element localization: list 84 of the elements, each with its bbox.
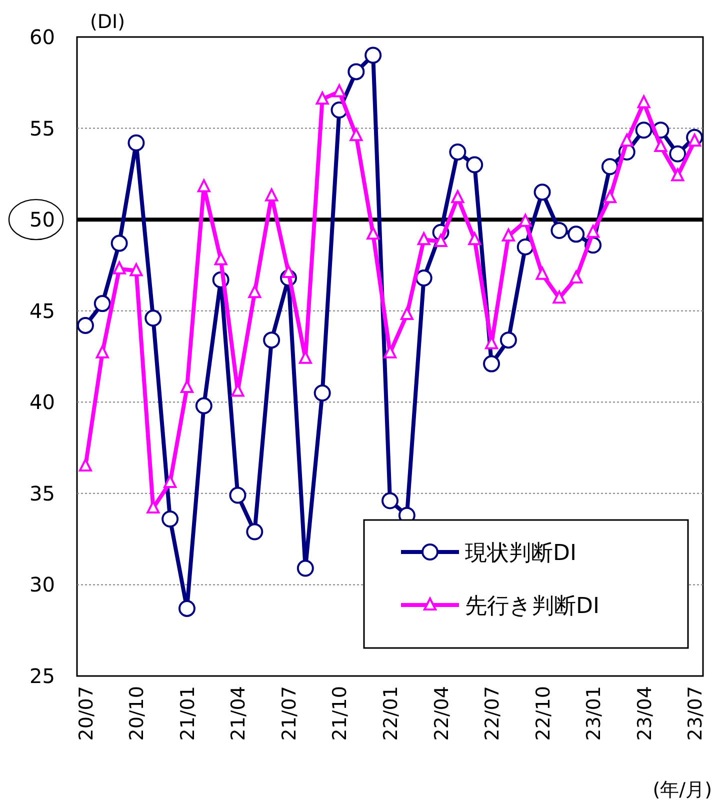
point (350, 128, 363, 142)
point (197, 179, 210, 192)
y-tick-label: 60 (30, 25, 55, 49)
x-tick-label: 20/07 (75, 686, 98, 741)
point (654, 139, 668, 152)
point (214, 252, 228, 266)
point (415, 269, 432, 286)
point (550, 222, 568, 240)
point (164, 474, 177, 488)
x-tick-label: 23/01 (583, 686, 606, 741)
point (434, 234, 448, 247)
point (382, 492, 398, 510)
y-tick-label: 55 (30, 116, 55, 140)
x-axis-title: (年/月) (652, 779, 712, 801)
point (78, 458, 92, 472)
point (130, 263, 143, 276)
point (229, 486, 246, 504)
point (195, 397, 212, 414)
point (601, 158, 618, 176)
point (248, 285, 262, 298)
x-tick-label: 22/10 (532, 686, 554, 741)
point (314, 384, 331, 402)
point (162, 510, 179, 528)
point (518, 214, 532, 227)
point (449, 144, 466, 161)
point (246, 523, 264, 540)
x-tick-label: 23/04 (634, 686, 656, 741)
point (466, 156, 484, 174)
point (348, 63, 365, 80)
point (110, 234, 128, 252)
point (180, 380, 194, 394)
point (316, 92, 329, 105)
point (468, 232, 482, 246)
y-tick-label: 25 (30, 664, 55, 688)
x-tick-label: 21/01 (176, 686, 199, 741)
y-tick-label: 30 (30, 572, 55, 597)
point (178, 600, 196, 617)
point (112, 261, 126, 274)
point (516, 238, 534, 256)
point (332, 84, 346, 98)
point (400, 307, 414, 320)
x-tick-label: 21/04 (228, 686, 250, 741)
point (76, 316, 94, 334)
point (94, 295, 111, 312)
x-tick-label: 22/07 (482, 686, 504, 741)
y-tick-label: 35 (30, 481, 55, 506)
y-tick-label: 45 (30, 298, 55, 323)
y-tick-label: 40 (30, 390, 55, 414)
point (603, 190, 616, 204)
point (144, 310, 162, 327)
point (265, 188, 278, 202)
point (500, 332, 517, 349)
point (502, 228, 515, 242)
legend-label: 現状判断DI (465, 541, 576, 566)
point (263, 332, 280, 349)
point (620, 134, 634, 147)
y-tick-label: 50 (30, 208, 55, 232)
point (568, 226, 585, 243)
point (417, 232, 430, 246)
x-tick-label: 20/10 (126, 686, 148, 741)
x-tick-label: 23/07 (684, 686, 707, 741)
point (570, 270, 583, 284)
legend-label: 先行き判断DI (465, 594, 600, 619)
x-tick-label: 21/10 (329, 686, 352, 741)
point (637, 95, 650, 108)
point (534, 184, 551, 201)
y-axis-title: (DI) (90, 11, 126, 33)
point (536, 266, 549, 280)
x-tick-label: 22/01 (380, 686, 402, 741)
point (384, 345, 396, 358)
point (366, 226, 380, 240)
point (296, 560, 314, 577)
point (128, 134, 145, 152)
point (635, 122, 652, 139)
point (483, 355, 500, 372)
x-tick-label: 22/04 (430, 686, 453, 741)
point (364, 46, 382, 64)
point (96, 345, 109, 358)
point (671, 168, 684, 182)
x-tick-label: 21/07 (278, 686, 300, 741)
point (669, 145, 686, 162)
point (586, 224, 600, 238)
point (552, 290, 566, 304)
point (451, 190, 464, 204)
